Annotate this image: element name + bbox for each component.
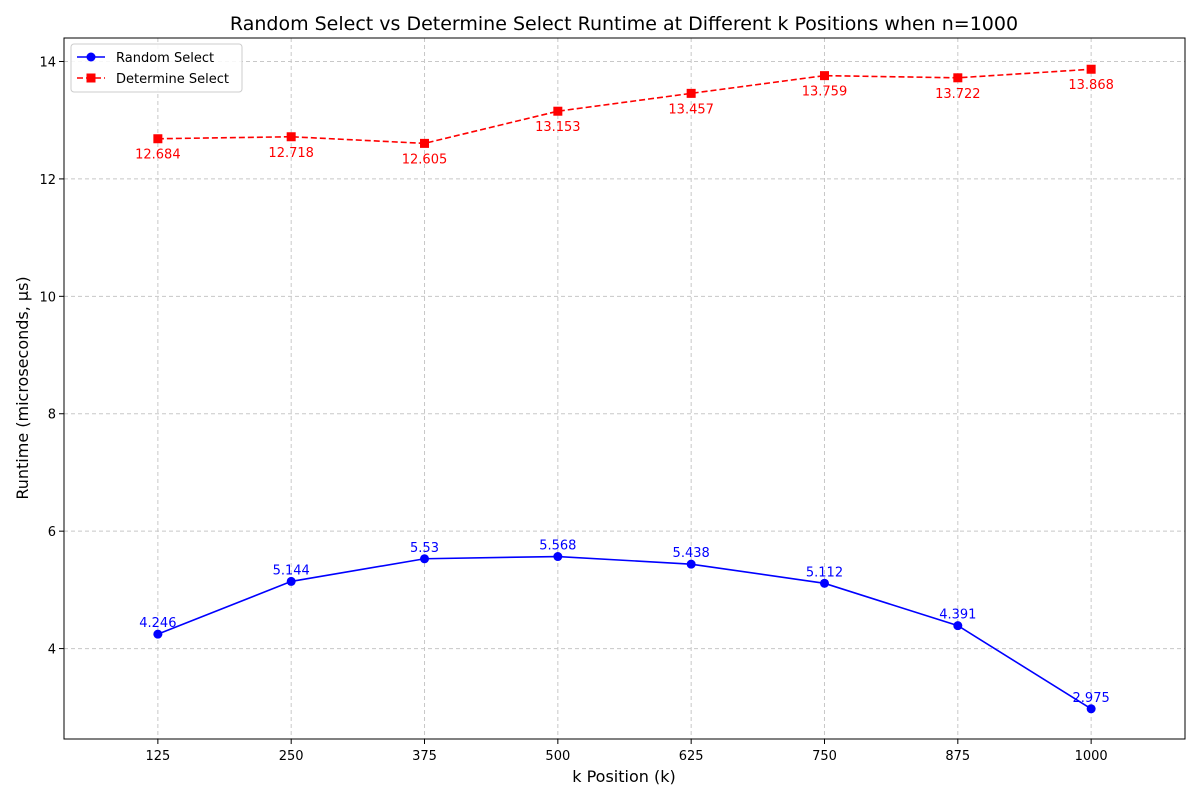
data-point [953, 73, 963, 83]
data-label: 12.718 [268, 146, 314, 161]
data-point [819, 71, 829, 81]
data-point [686, 559, 696, 569]
data-point [953, 621, 963, 631]
x-tick-label: 875 [945, 749, 970, 764]
data-point [420, 138, 430, 148]
y-tick-label: 6 [48, 525, 56, 540]
data-label: 2.975 [1073, 691, 1110, 706]
legend-label: Random Select [116, 51, 214, 66]
data-label: 13.153 [535, 120, 581, 135]
legend: Random Select Determine Select [70, 43, 243, 93]
data-label: 13.722 [935, 87, 981, 102]
y-axis-label: Runtime (microseconds, μs) [13, 276, 32, 499]
series-line-random-select [157, 555, 1092, 710]
chart-title: Random Select vs Determine Select Runtim… [230, 13, 1018, 35]
x-tick-label: 750 [812, 749, 837, 764]
x-tick-label: 625 [679, 749, 704, 764]
x-axis-label: k Position (k) [572, 767, 675, 786]
data-point [286, 576, 296, 586]
plot-frame [63, 37, 1186, 740]
data-label: 5.144 [273, 563, 310, 578]
legend-box [70, 43, 243, 93]
data-labels-group: 4.246 5.144 5.53 5.568 5.438 5.112 4.391 2.975 1… [135, 78, 1114, 706]
y-axis-ticks: 4 6 8 10 12 14 [39, 55, 64, 658]
data-label: 4.391 [939, 608, 976, 623]
data-label: 5.438 [673, 546, 710, 561]
y-tick-label: 12 [39, 173, 56, 188]
data-point [286, 132, 296, 142]
y-tick-label: 8 [48, 408, 56, 423]
data-point [1086, 64, 1096, 74]
data-point [153, 134, 163, 144]
y-tick-label: 10 [39, 290, 56, 305]
data-point [553, 552, 563, 562]
legend-marker [86, 73, 96, 83]
data-label: 5.112 [806, 565, 843, 580]
data-label: 12.605 [402, 152, 448, 167]
data-label: 12.684 [135, 148, 181, 163]
data-point [686, 88, 696, 98]
x-tick-label: 375 [412, 749, 437, 764]
grid-lines [64, 38, 1185, 739]
series-line-determine-select [157, 68, 1092, 145]
data-label: 13.457 [668, 102, 714, 117]
x-tick-label: 250 [279, 749, 304, 764]
x-tick-label: 125 [145, 749, 170, 764]
x-axis-ticks: 125 250 375 500 625 750 875 1000 [145, 739, 1108, 764]
data-point [553, 106, 563, 116]
legend-label: Determine Select [116, 72, 229, 87]
data-label: 5.568 [539, 539, 576, 554]
data-point [1086, 704, 1096, 714]
data-point [819, 578, 829, 588]
series-group [153, 64, 1096, 714]
data-label: 13.868 [1068, 78, 1114, 93]
x-tick-label: 1000 [1075, 749, 1108, 764]
data-label: 5.53 [410, 541, 439, 556]
data-point [420, 554, 430, 564]
data-point [153, 629, 163, 639]
data-label: 13.759 [802, 85, 848, 100]
x-tick-label: 500 [545, 749, 570, 764]
legend-marker [86, 52, 96, 62]
y-tick-label: 14 [39, 55, 56, 70]
data-label: 4.246 [139, 616, 176, 631]
y-tick-label: 4 [48, 643, 56, 658]
